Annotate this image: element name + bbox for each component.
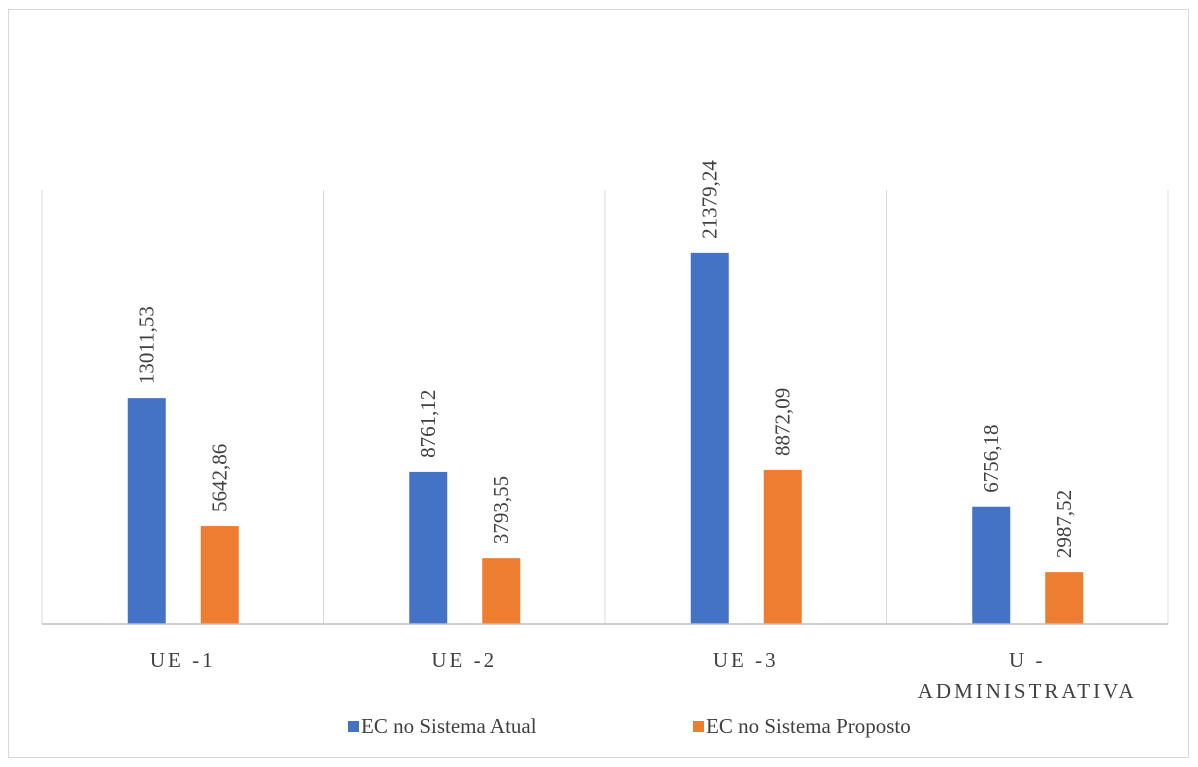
- data-labels: 13011,53 8761,12 21379,24 6756,18 5642,86 379…: [135, 160, 1077, 559]
- legend: EC no Sistema Atual EC no Sistema Propost…: [348, 714, 911, 738]
- bar: [763, 469, 802, 624]
- category-label: U -: [1009, 648, 1045, 672]
- data-label: 8872,09: [771, 388, 795, 456]
- category-gridlines: [41, 190, 1169, 624]
- legend-label: EC no Sistema Atual: [361, 714, 537, 738]
- category-label: UE -3: [713, 648, 779, 672]
- data-label: 3793,55: [489, 476, 513, 544]
- chart-area: [8, 9, 1189, 758]
- category-labels: UE -1 UE -2 UE -3 U - ADMINISTRATIVA: [150, 648, 1137, 703]
- bar: [482, 558, 521, 624]
- data-label: 2987,52: [1052, 490, 1076, 558]
- bar: [1045, 572, 1084, 624]
- bar: [409, 471, 448, 624]
- bar: [200, 526, 239, 624]
- category-label: UE -2: [431, 648, 497, 672]
- data-label: 6756,18: [979, 424, 1003, 492]
- legend-label: EC no Sistema Proposto: [706, 714, 911, 738]
- bar: [690, 252, 729, 625]
- category-label: ADMINISTRATIVA: [918, 679, 1137, 703]
- bars: [127, 252, 1084, 625]
- bar: [972, 506, 1011, 624]
- data-label: 8761,12: [416, 390, 440, 458]
- bar: [127, 398, 166, 624]
- data-label: 13011,53: [135, 306, 159, 384]
- legend-swatch: [693, 721, 704, 732]
- legend-swatch: [348, 721, 359, 732]
- category-label: UE -1: [150, 648, 216, 672]
- data-label: 5642,86: [208, 444, 232, 512]
- data-label: 21379,24: [698, 160, 722, 239]
